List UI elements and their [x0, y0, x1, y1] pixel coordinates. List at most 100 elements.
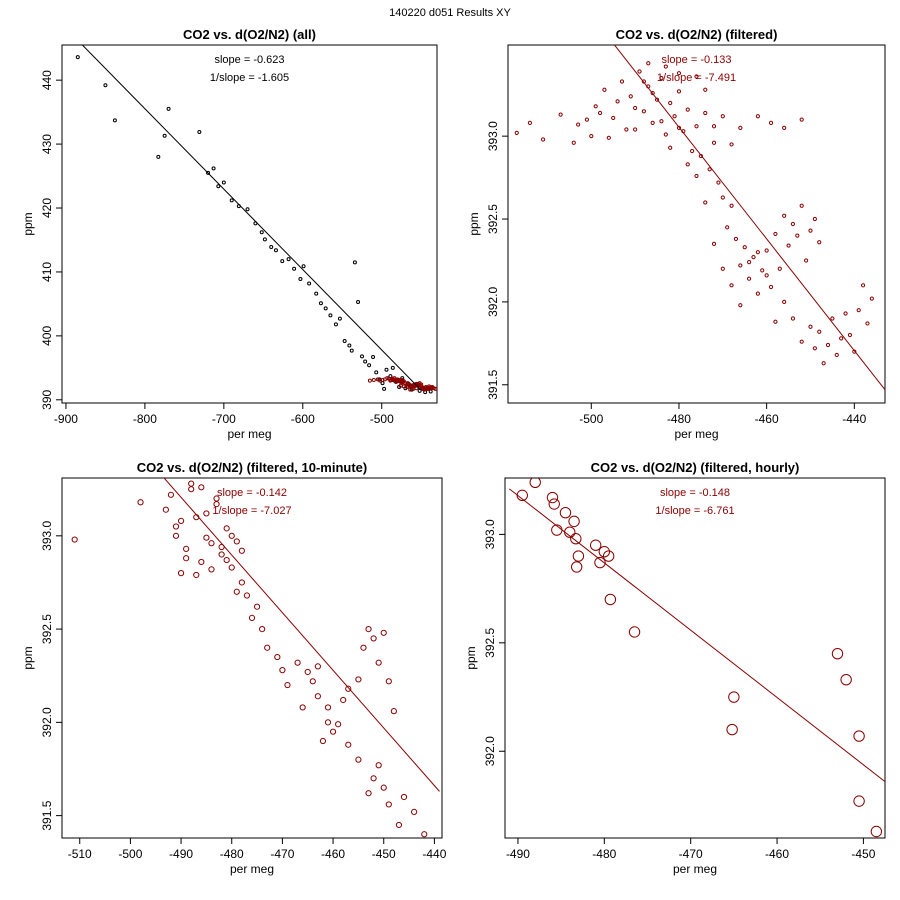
all-point-all [323, 306, 328, 311]
filtered-point-filtered [733, 236, 739, 242]
filtered-10-minute-ytick-label: 393.0 [40, 520, 54, 550]
filtered-point-filtered [742, 245, 747, 250]
all-point-all [75, 55, 80, 60]
all-point-all [259, 230, 264, 235]
all-xtick-label: -900 [54, 412, 78, 426]
filtered-hourly-point-hourly [628, 626, 641, 638]
all-point-all [112, 118, 117, 123]
filtered-hourly-point-hourly [726, 723, 738, 736]
filtered-10-minute-point-10-minute [183, 555, 190, 562]
all-point-all [286, 257, 291, 262]
filtered-10-minute-point-10-minute [137, 499, 144, 506]
filtered-10-minute-point-10-minute [375, 762, 382, 769]
filtered-point-filtered [711, 241, 717, 246]
all-point-all [162, 133, 167, 138]
all-annotation-inverse-slope: 1/slope = -1.605 [210, 72, 289, 84]
all-point-all [347, 343, 352, 348]
filtered-10-minute-point-10-minute [335, 721, 342, 728]
filtered-10-minute-point-10-minute [223, 556, 230, 564]
all-point-all [206, 170, 211, 175]
filtered-point-filtered [799, 203, 804, 208]
filtered-annotation-slope: slope = -0.133 [661, 54, 731, 66]
filtered-point-filtered [672, 114, 677, 119]
filtered-10-minute-point-10-minute [198, 484, 205, 491]
all-point-all [211, 166, 216, 171]
filtered-hourly-point-hourly [546, 491, 559, 504]
filtered-xtick-label: -480 [667, 412, 691, 426]
filtered-point-filtered [633, 105, 638, 111]
filtered-point-filtered [690, 148, 695, 154]
filtered-10-minute-point-10-minute [259, 625, 266, 633]
filtered-point-filtered [729, 283, 734, 288]
all-point-all [360, 354, 364, 359]
filtered-10-minute-point-10-minute [167, 491, 175, 498]
filtered-hourly-point-hourly [604, 593, 617, 606]
all-xtick-label: -700 [212, 412, 236, 426]
filtered-point-filtered [685, 107, 690, 112]
filtered-10-minute-point-10-minute [360, 644, 367, 651]
filtered-10-minute-point-10-minute [340, 696, 347, 704]
filtered-hourly-point-hourly [568, 515, 580, 528]
filtered-point-filtered [869, 296, 874, 301]
filtered-hourly-plot-area [509, 478, 885, 838]
filtered-ytick-label: 393.0 [486, 121, 500, 151]
filtered-10-minute-point-10-minute [223, 525, 230, 532]
filtered-point-filtered [646, 61, 651, 66]
filtered-10-minute-point-10-minute [208, 540, 215, 547]
filtered-10-minute-point-10-minute [233, 588, 240, 595]
all-point-all [374, 370, 379, 375]
filtered-10-minute-point-10-minute [314, 693, 321, 700]
all-point-filtered [400, 380, 405, 385]
all-title: CO2 vs. d(O2/N2) (all) [183, 27, 316, 42]
filtered-point-filtered [654, 97, 660, 102]
filtered-10-minute-point-10-minute [238, 579, 245, 586]
filtered-hourly-point-hourly [572, 550, 585, 562]
filtered-hourly-annotation-slope: slope = -0.148 [660, 487, 730, 499]
filtered-10-minute-point-10-minute [218, 551, 225, 558]
all-ylabel: ppm [21, 212, 35, 235]
filtered-10-minute-title: CO2 vs. d(O2/N2) (filtered, 10-minute) [137, 460, 367, 475]
filtered-point-filtered [834, 352, 839, 358]
filtered-point-filtered [615, 99, 620, 104]
filtered-point-filtered [847, 332, 853, 338]
all-point-all [301, 264, 306, 269]
filtered-point-filtered [514, 130, 519, 135]
all-point-all [390, 365, 395, 370]
filtered-10-minute-point-10-minute [380, 784, 387, 791]
filtered-10-minute-ytick-label: 391.5 [40, 800, 54, 830]
filtered-xtick-label: -440 [842, 412, 866, 426]
filtered-10-minute-point-10-minute [299, 704, 306, 711]
filtered-hourly-ytick-label: 393.0 [483, 519, 497, 549]
filtered-hourly-point-hourly [840, 673, 852, 686]
filtered-point-filtered [830, 316, 835, 321]
all-point-all [384, 367, 389, 372]
filtered-xtick-label: -460 [755, 412, 779, 426]
filtered-point-filtered [606, 135, 611, 140]
filtered-point-filtered [764, 248, 769, 253]
filtered-point-filtered [760, 268, 765, 273]
filtered-point-filtered [856, 308, 861, 313]
all-point-filtered [371, 377, 376, 382]
all-point-filtered [401, 384, 406, 389]
filtered-hourly-xtick-label: -460 [765, 847, 789, 861]
all-plot-area [75, 45, 437, 395]
filtered-10-minute-point-10-minute [304, 668, 311, 676]
filtered-point-filtered [738, 125, 743, 130]
filtered-hourly-point-hourly [570, 533, 582, 545]
filtered-10-minute-xtick-label: -500 [118, 847, 142, 861]
filtered-10-minute-point-10-minute [324, 704, 332, 711]
filtered-point-filtered [738, 303, 743, 308]
filtered-10-minute-point-10-minute [380, 629, 387, 636]
filtered-10-minute-xtick-label: -510 [68, 847, 92, 861]
filtered-point-filtered [825, 342, 831, 348]
filtered-10-minute-point-10-minute [284, 681, 291, 689]
filtered-point-filtered [676, 89, 682, 94]
filtered-hourly-point-hourly [559, 506, 572, 519]
all-xtick-label: -500 [370, 412, 394, 426]
filtered-point-filtered [755, 114, 760, 119]
filtered-point-filtered [558, 112, 563, 117]
filtered-10-minute-fit-line [163, 478, 440, 792]
filtered-point-filtered [790, 316, 796, 321]
filtered-hourly-point-hourly [853, 795, 865, 807]
all-point-all [337, 316, 342, 321]
